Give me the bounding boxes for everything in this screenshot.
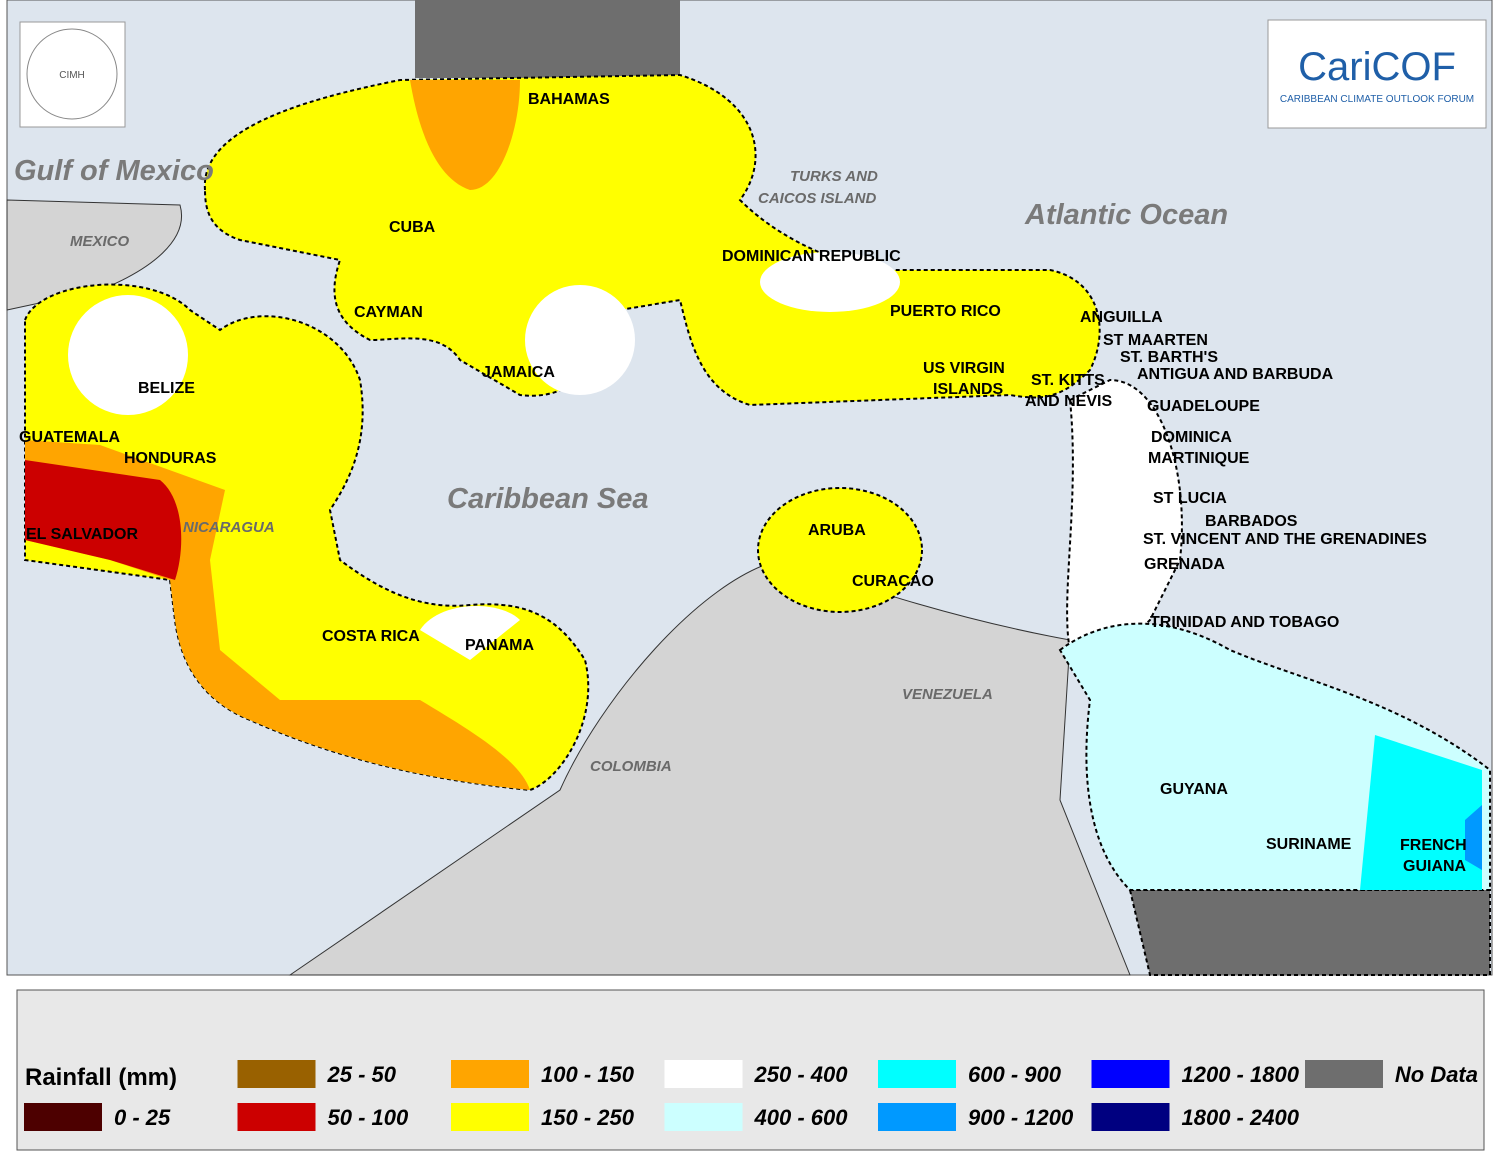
country-label: BARBADOS [1205,513,1298,530]
country-label: BELIZE [138,380,195,397]
country-label: US VIRGIN [923,360,1005,377]
caricof-subtitle: CARIBBEAN CLIMATE OUTLOOK FORUM [1280,94,1474,105]
country-label: AND NEVIS [1025,393,1112,410]
legend-label: No Data [1395,1062,1478,1087]
legend-label: 150 - 250 [541,1105,635,1130]
legend-label: 1800 - 2400 [1182,1105,1300,1130]
rain-region [420,606,520,660]
legend-label: 250 - 400 [754,1062,849,1087]
country-label: GUATEMALA [19,429,120,446]
country-label: TRINIDAD AND TOBAGO [1150,614,1339,631]
country-label: ANGUILLA [1080,309,1163,326]
water-label: Gulf of Mexico [14,155,214,187]
legend-swatch [664,1103,743,1131]
country-label: SURINAME [1266,836,1352,853]
caricof-logo [1267,19,1487,129]
legend-label: 0 - 25 [114,1105,171,1130]
gray-label: MEXICO [70,233,130,250]
legend-swatch [451,1060,529,1088]
legend-swatch [237,1060,316,1088]
country-label: HONDURAS [124,450,217,467]
legend-label: 400 - 600 [754,1105,849,1130]
country-label: FRENCH [1400,837,1467,854]
country-labels: BAHAMAS CUBA CAYMAN JAMAICA DOMINICAN REPUBL… [19,91,1467,875]
country-label: CURACAO [852,573,934,590]
country-label: COSTA RICA [322,628,420,645]
country-label: ISLANDS [933,381,1004,398]
country-label: JAMAICA [482,364,555,381]
gray-label: VENEZUELA [902,686,993,703]
legend-swatch [237,1103,316,1131]
legend-label: 100 - 150 [541,1062,635,1087]
legend-label: 1200 - 1800 [1182,1062,1300,1087]
rain-region [410,80,520,190]
no-data-region [415,0,680,78]
country-label: PUERTO RICO [890,303,1001,320]
country-label: ANTIGUA AND BARBUDA [1137,366,1334,383]
country-label: ST LUCIA [1153,490,1227,507]
gray-label: NICARAGUA [183,519,275,536]
rain-region [1465,805,1482,870]
caricof-name: CariCOF [1298,45,1456,89]
rain-region [25,460,182,580]
country-label: GRENADA [1144,556,1225,573]
rain-region [760,252,900,312]
country-label: GUIANA [1403,858,1467,875]
legend-items: 0 - 25 25 - 50 50 - 100 100 - 150 150 - 250 2… [24,1060,1478,1131]
country-label: BAHAMAS [528,91,610,108]
country-label: DOMINICA [1151,429,1232,446]
gray-label: TURKS AND [790,168,878,185]
legend-swatch [24,1103,102,1131]
legend-swatch [878,1103,956,1131]
legend-swatch [1305,1060,1383,1088]
cimh-emblem [26,28,118,120]
cimh-logo [19,21,126,128]
legend-label: 900 - 1200 [968,1105,1074,1130]
country-label: GUADELOUPE [1147,398,1260,415]
country-label: CAYMAN [354,304,423,321]
country-label: ST. VINCENT AND THE GRENADINES [1143,531,1427,548]
country-label: GUYANA [1160,781,1228,798]
country-label: PANAMA [465,637,534,654]
country-label: ARUBA [808,522,866,539]
legend-swatch [1091,1103,1170,1131]
legend-label: 25 - 50 [327,1062,397,1087]
gray-label: COLOMBIA [590,758,672,775]
country-label: ST. BARTH'S [1120,349,1218,366]
rain-region [68,295,188,415]
rain-region [203,73,1101,407]
rain-region [525,285,635,395]
gray-label: CAICOS ISLAND [758,190,877,207]
no-data-region [1128,889,1491,976]
legend-swatch [878,1060,956,1088]
country-label: ST. KITTS [1031,372,1105,389]
rain-region [1360,735,1482,890]
legend-title: Rainfall (mm) [25,1064,177,1091]
country-label: EL SALVADOR [26,526,138,543]
country-label: MARTINIQUE [1148,450,1250,467]
legend-swatch [451,1103,529,1131]
rain-region [757,487,923,613]
country-label: ST MAARTEN [1103,332,1208,349]
legend-label: 600 - 900 [968,1062,1062,1087]
water-label: Caribbean Sea [447,483,648,515]
legend-label: 50 - 100 [328,1105,409,1130]
water-label: Atlantic Ocean [1024,199,1228,231]
cimh-text: CIMH [59,70,85,81]
legend-swatch [664,1060,743,1088]
country-label: DOMINICAN REPUBLIC [722,248,901,265]
country-label: CUBA [389,219,436,236]
legend-swatch [1091,1060,1170,1088]
